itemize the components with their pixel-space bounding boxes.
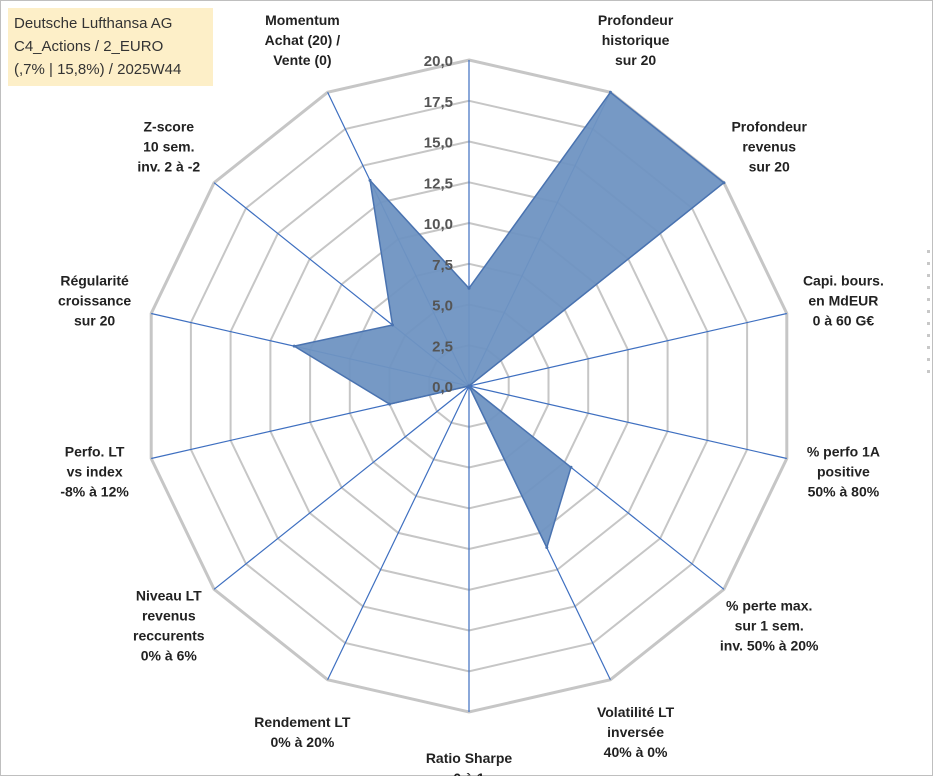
data-point[interactable] [467,384,471,388]
tick-label: 15,0 [424,135,453,152]
series-layer [292,90,726,549]
category-label: Volatilité LT inversée 40% à 0% [597,704,675,760]
tick-label: 0,0 [432,379,453,396]
data-point[interactable] [292,344,296,348]
title-line-2: C4_Actions / 2_EURO [14,38,164,55]
category-label: % perfo 1A positive 50% à 80% [807,443,880,499]
spoke-9 [213,385,470,590]
category-label: Capi. bours. en MdEUR 0 à 60 G€ [803,273,884,329]
tick-label: 10,0 [424,216,453,233]
category-label: Régularité croissance sur 20 [58,273,131,329]
tick-label: 12,5 [424,175,453,192]
tick-label: 20,0 [424,53,453,70]
category-label: Ratio Sharpe0 à 1 [426,750,513,776]
category-label: Profondeur revenus sur 20 [731,119,807,175]
series-area[interactable] [293,91,725,549]
data-point[interactable] [391,323,394,327]
category-label: Perfo. LT vs index -8% à 12% [60,443,129,499]
title-line-1: Deutsche Lufthansa AG [14,15,173,32]
data-point[interactable] [722,181,726,185]
tick-label: 17,5 [424,94,453,111]
tick-label: 5,0 [432,298,453,315]
spoke-8 [327,385,470,680]
data-point[interactable] [569,465,573,469]
tick-label: 2,5 [432,338,453,355]
title-line-3: (,7% | 15,8%) / 2025W44 [14,61,182,78]
data-point[interactable] [608,90,612,94]
title-box: Deutsche Lufthansa AG C4_Actions / 2_EUR… [8,8,213,86]
category-label: Momentum Achat (20) / Vente (0) [265,12,341,68]
data-point[interactable] [467,286,471,290]
category-label: Z-score 10 sem. inv. 2 à -2 [137,119,200,175]
data-point[interactable] [368,178,372,182]
label-layer: NoteESG sur 20Profondeurhistoriquesur 20… [58,12,884,776]
spoke-3 [468,312,787,387]
spoke-4 [468,385,787,460]
category-label: Profondeur historique sur 20 [598,12,674,68]
data-point[interactable] [388,402,391,406]
tick-label: 7,5 [432,257,453,274]
tick-layer: 0,0 2,5 5,0 7,5 10,0 12,5 15,0 17,5 20,0 [424,53,453,396]
category-label: % perte max. sur 1 sem. inv. 50% à 20% [720,597,819,653]
scrollbar-dots[interactable] [927,250,930,380]
data-point[interactable] [545,546,549,549]
category-label: Rendement LT 0% à 20% [254,714,351,750]
category-label: Niveau LT revenus reccurents 0% à 6% [133,587,205,663]
